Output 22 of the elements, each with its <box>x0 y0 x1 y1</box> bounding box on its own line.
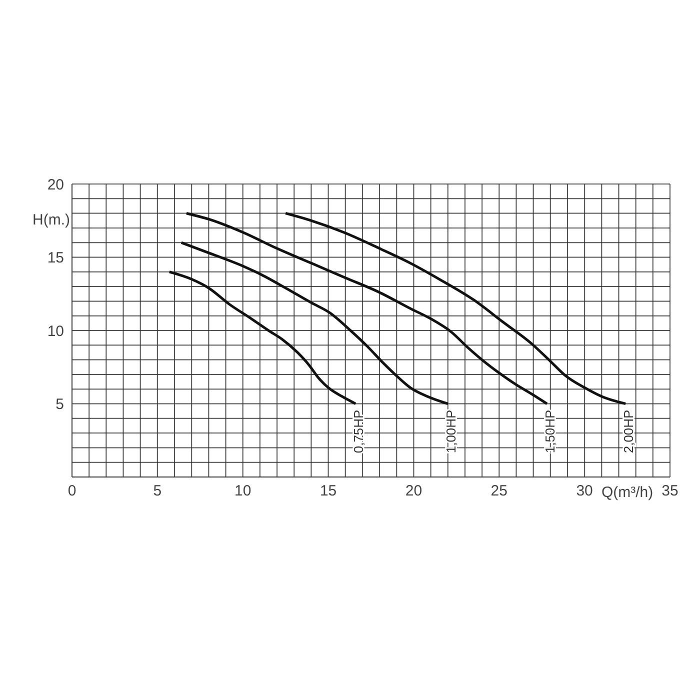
y-tick-label: 15 <box>47 250 64 267</box>
x-tick-label: 10 <box>234 482 252 500</box>
y-tick-label: 10 <box>47 322 64 340</box>
x-tick-label: 5 <box>153 482 162 500</box>
line-series <box>168 270 357 406</box>
x-tick-label: 15 <box>320 482 337 500</box>
y-axis-title: H(m.) <box>32 212 70 229</box>
line-series <box>284 212 627 406</box>
text: 1,50HP <box>542 410 558 454</box>
text: 1,00HP <box>443 410 458 454</box>
y-tick-label: 20 <box>47 176 64 194</box>
text: 0,75HP <box>351 410 366 454</box>
x-tick-label: 25 <box>490 482 508 500</box>
x-tick-label: 30 <box>576 482 593 500</box>
x-tick-label: 20 <box>405 482 422 500</box>
x-axis-title: Q(m³/h) <box>601 484 654 501</box>
line-series <box>185 212 548 406</box>
x-tick-label: 0 <box>68 482 76 500</box>
line-series <box>180 241 450 406</box>
y-tick-label: 5 <box>56 396 64 414</box>
x-tick-label: 35 <box>662 482 678 500</box>
text: 2,00HP <box>621 410 636 454</box>
